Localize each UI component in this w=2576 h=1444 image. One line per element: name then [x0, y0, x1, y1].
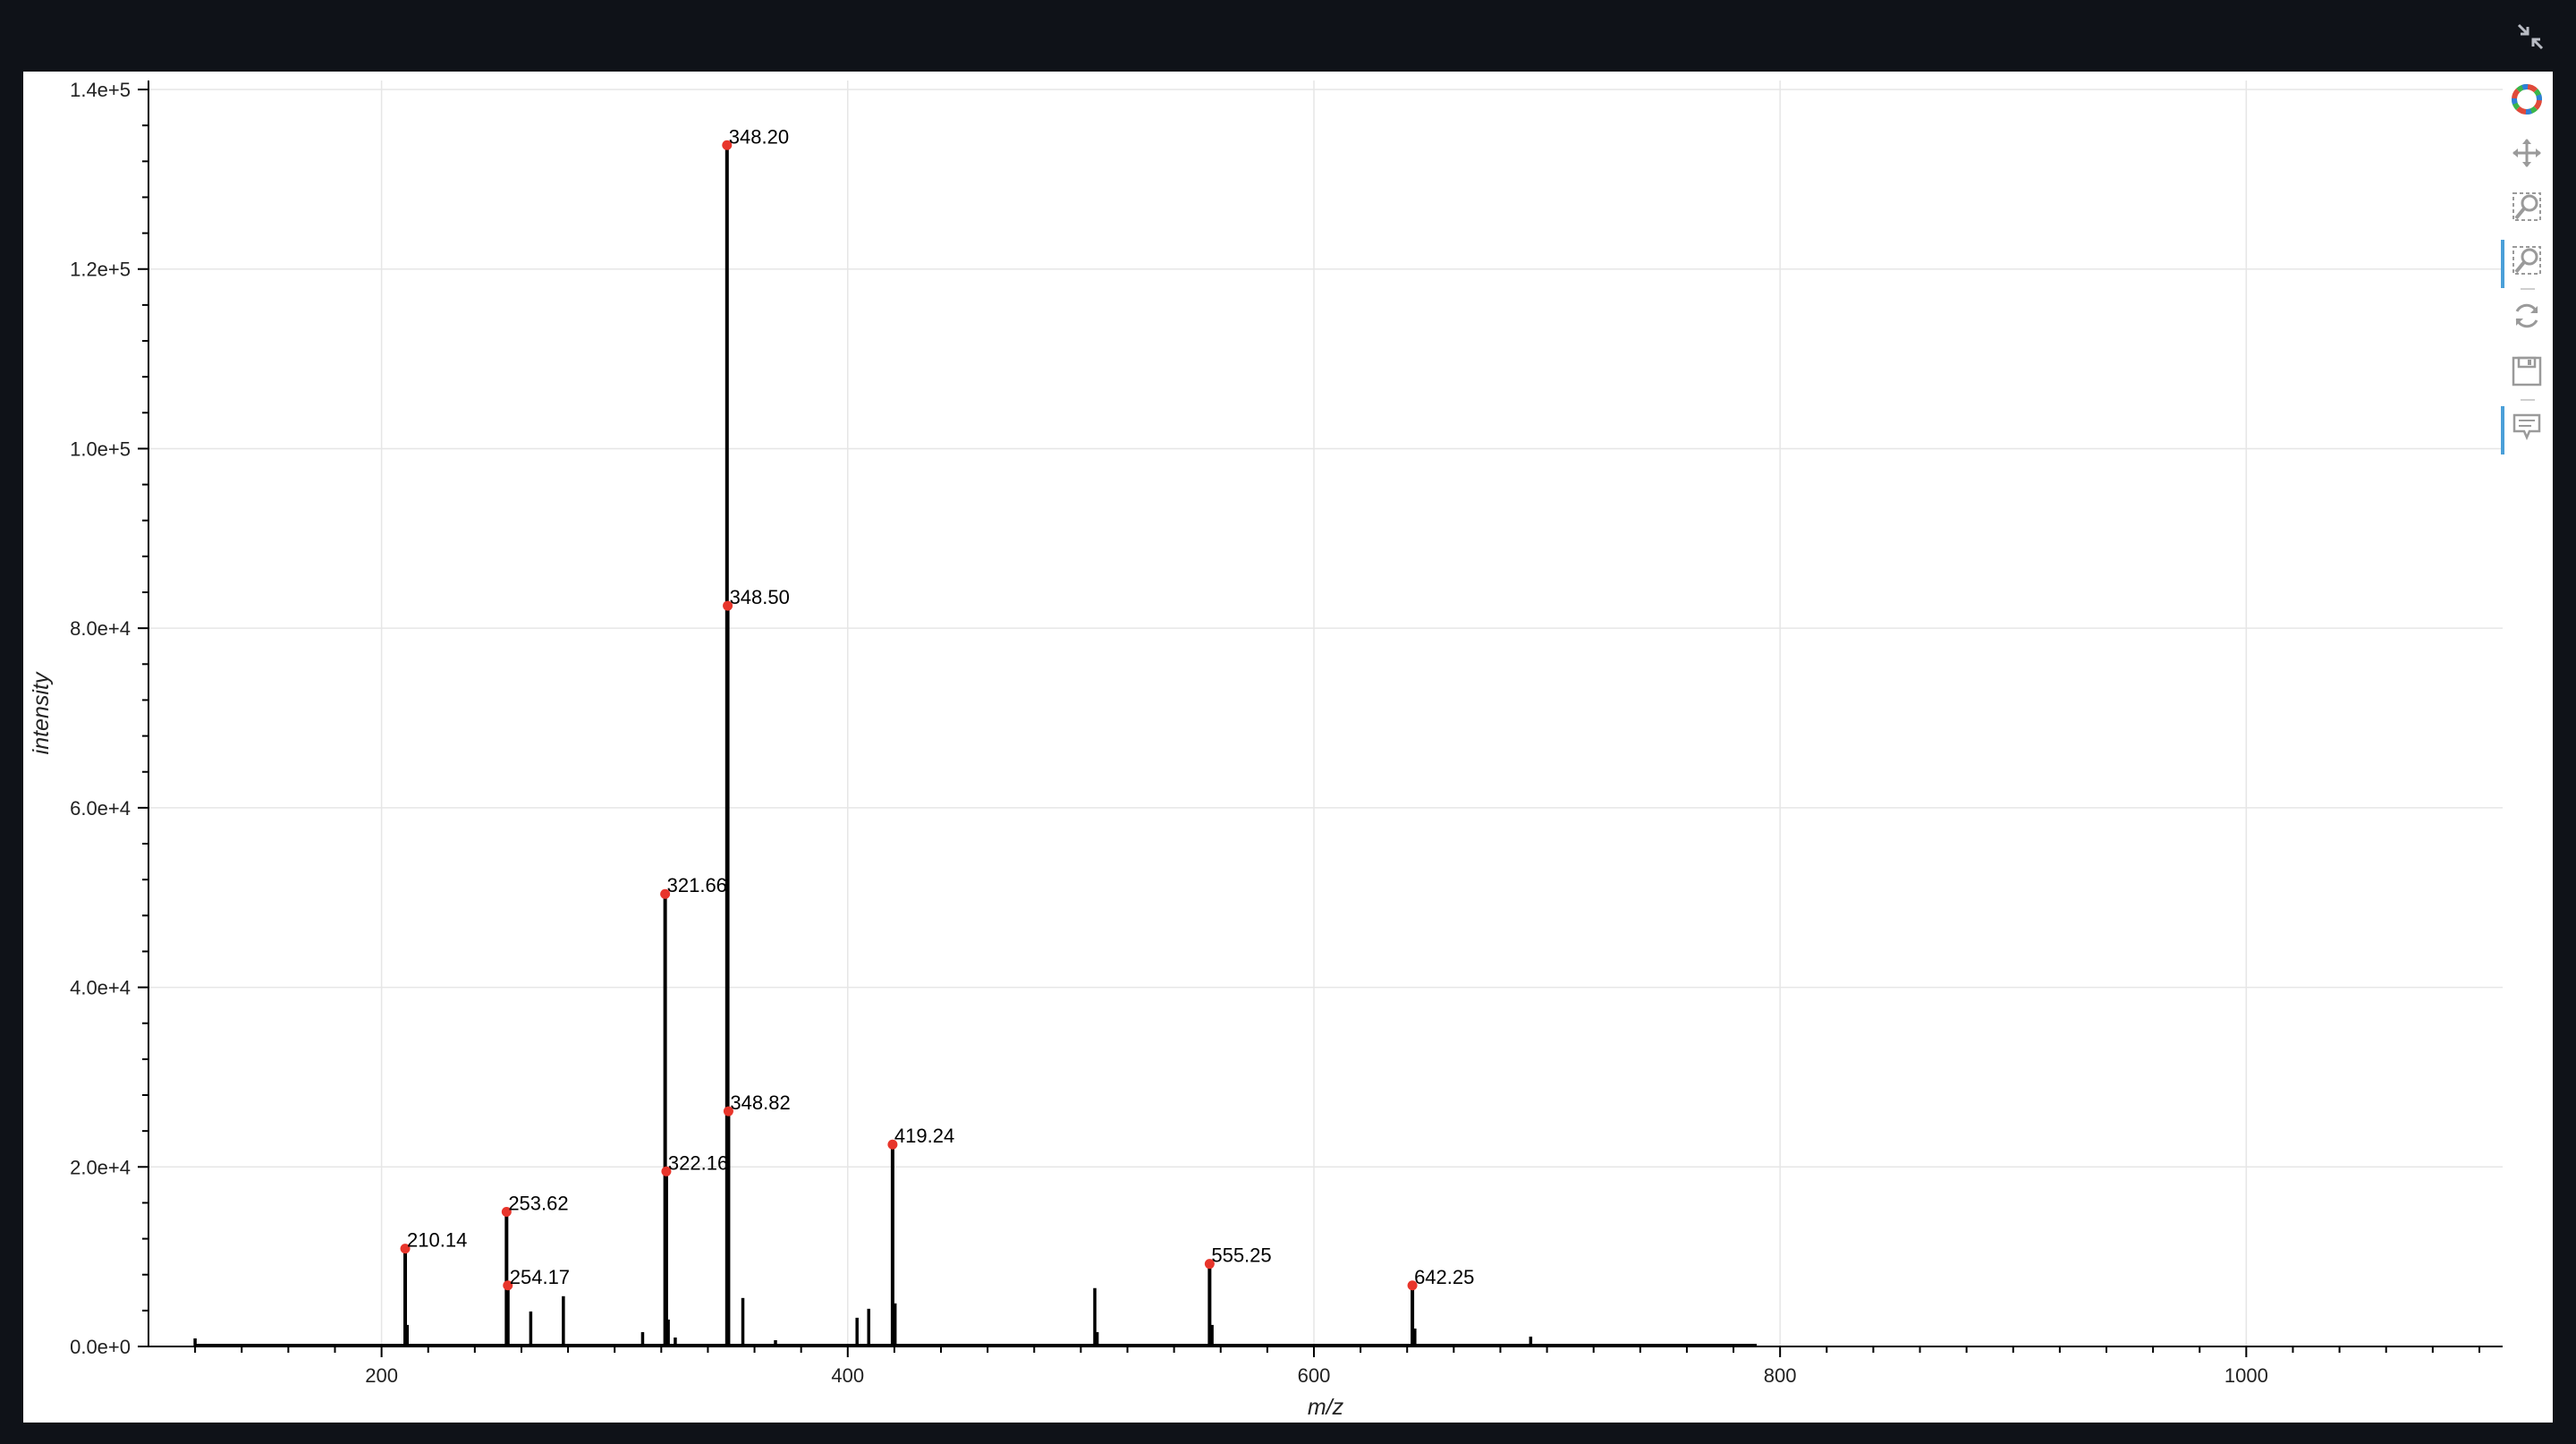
toolbar-separator: [2521, 288, 2535, 290]
peak-marker: [501, 1206, 512, 1217]
peak-label: 253.62: [508, 1192, 568, 1214]
x-tick-label: 600: [1298, 1364, 1331, 1387]
box-zoom-icon[interactable]: [2501, 184, 2553, 233]
peak-marker: [660, 888, 671, 899]
peak-label: 419.24: [894, 1125, 954, 1147]
plot-toolbar: [2501, 77, 2553, 454]
peak-marker: [887, 1139, 898, 1150]
peak-marker: [503, 1280, 513, 1291]
y-tick-label: 1.4e+5: [70, 79, 131, 101]
y-tick-label: 2.0e+4: [70, 1156, 131, 1178]
x-tick-label: 1000: [2224, 1364, 2268, 1387]
bokeh-logo-icon[interactable]: [2501, 77, 2553, 125]
reset-icon[interactable]: [2501, 293, 2553, 342]
hover-icon[interactable]: [2501, 404, 2553, 454]
y-tick-label: 4.0e+4: [70, 977, 131, 999]
peak-label: 254.17: [510, 1266, 570, 1288]
y-tick-label: 0.0e+0: [70, 1336, 131, 1358]
peak-label: 348.50: [730, 586, 790, 608]
peak-marker: [1407, 1280, 1418, 1291]
y-axis-label: intensity: [29, 671, 54, 754]
x-tick-label: 400: [831, 1364, 864, 1387]
peak-label: 210.14: [407, 1229, 467, 1252]
peak-marker: [722, 140, 733, 150]
spectrum-chart[interactable]: 200 400 600 800 1000 0.0e+0 2.0e+4 4.0e+4 6.0e+4…: [23, 72, 2553, 1423]
peak-marker: [723, 1106, 733, 1117]
save-icon[interactable]: [2501, 349, 2553, 397]
y-tick-label: 1.2e+5: [70, 259, 131, 281]
peak-marker: [1204, 1259, 1215, 1270]
peak-marker: [400, 1244, 411, 1254]
plot-panel: 200 400 600 800 1000 0.0e+0 2.0e+4 4.0e+4 6.0e+4…: [23, 72, 2553, 1423]
peak-label: 642.25: [1414, 1266, 1474, 1288]
peak-marker: [661, 1166, 672, 1176]
peak-label: 322.16: [668, 1151, 728, 1174]
peak-label: 555.25: [1211, 1244, 1271, 1267]
toolbar-separator: [2521, 399, 2535, 401]
y-tick-label: 8.0e+4: [70, 617, 131, 640]
wheel-zoom-icon[interactable]: [2501, 238, 2553, 288]
pan-icon[interactable]: [2501, 131, 2553, 179]
y-tick-label: 1.0e+5: [70, 437, 131, 460]
peak-marker: [723, 600, 733, 611]
peak-label: 321.66: [667, 874, 727, 896]
peak-label: 348.20: [729, 125, 789, 148]
x-tick-label: 800: [1764, 1364, 1797, 1387]
x-axis-label: m/z: [1308, 1395, 1344, 1420]
y-tick-label: 6.0e+4: [70, 797, 131, 820]
peak-label: 348.82: [730, 1091, 790, 1114]
collapse-icon[interactable]: [2515, 21, 2546, 52]
x-tick-label: 200: [365, 1364, 398, 1387]
